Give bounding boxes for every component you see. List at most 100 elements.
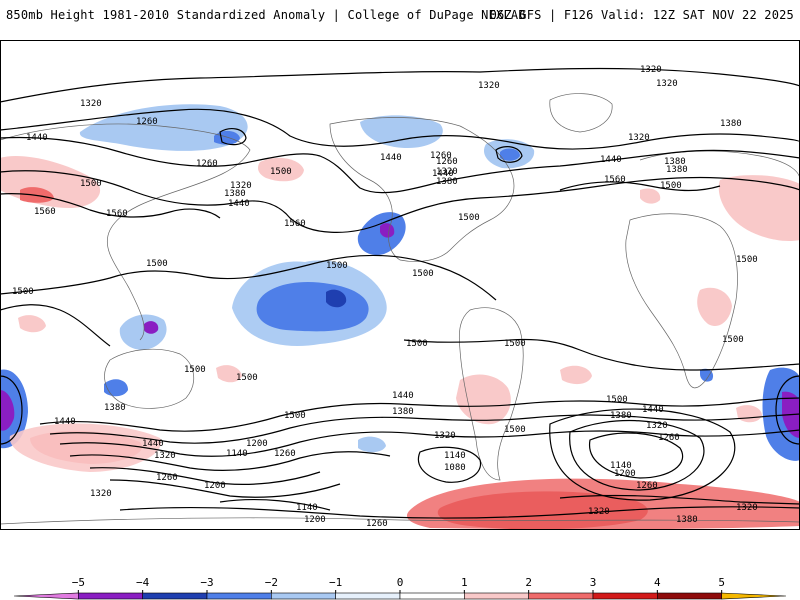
anomaly-shading (0, 104, 800, 530)
contour-label: 1440 (642, 405, 664, 415)
colorbar-ticks: −5 −4 −3 −2 −1 0 1 2 3 4 5 (72, 576, 725, 593)
header-bar: 850mb Height 1981-2010 Standardized Anom… (0, 0, 800, 40)
colorbar-bin (206, 592, 272, 600)
colorbar-bin (657, 592, 722, 600)
run-valid-time: 06Z GFS | F126 Valid: 12Z SAT NOV 22 202… (489, 8, 794, 22)
contour-label: 1320 (154, 451, 176, 461)
neg-anomaly-australia-w (104, 379, 128, 397)
contour-label: 1500 (722, 335, 744, 345)
colorbar-bins (13, 592, 787, 600)
neg-anomaly-s-africa (700, 368, 714, 382)
anomaly-colorbar: −5 −4 −3 −2 −1 0 1 2 3 4 5 (13, 576, 787, 600)
neg-anomaly-pacific-dark (326, 289, 347, 308)
contour-label: 1440 (26, 133, 48, 143)
contour-label: 1380 (666, 165, 688, 175)
contour-1380-far-s (559, 494, 800, 505)
contour-label: 1500 (504, 425, 526, 435)
contour-1200-far-s (219, 498, 331, 511)
contour-label: 1260 (658, 433, 680, 443)
contour-label: 1200 (304, 515, 326, 525)
contour-1500-eq (403, 338, 800, 371)
contour-label: 1380 (610, 411, 632, 421)
pos-anomaly-w-canada (258, 157, 304, 182)
contour-1440-n (0, 136, 800, 194)
contour-label: 1500 (412, 269, 434, 279)
colorbar-bin (399, 592, 465, 600)
colorbar-tick-label: −1 (329, 576, 342, 589)
contour-label: 1260 (136, 117, 158, 127)
colorbar-tick-label: 5 (718, 576, 725, 589)
contour-label: 1380 (720, 119, 742, 129)
contour-label: 1320 (640, 65, 662, 75)
contour-label: 1440 (142, 439, 164, 449)
colorbar-tick-label: 4 (654, 576, 661, 589)
contour-label: 1380 (676, 515, 698, 525)
coast-greenland (549, 93, 613, 133)
colorbar-bin (592, 592, 658, 600)
contour-low-alaska (219, 128, 247, 146)
contour-label: 1500 (236, 373, 258, 383)
contour-label: 1260 (156, 473, 178, 483)
contour-1500-tropics (0, 254, 497, 301)
contour-label: 1440 (228, 199, 250, 209)
contour-1560-natl (559, 181, 721, 192)
pos-anomaly-s-atlantic (560, 365, 592, 385)
contour-1140-low-e (589, 432, 684, 479)
colorbar-bin (528, 592, 594, 600)
coast-australia (104, 348, 194, 409)
contour-label: 1140 (444, 451, 466, 461)
colorbar-tick-label: −4 (136, 576, 150, 589)
neg-anomaly-nepac-core (380, 223, 395, 238)
colorbar-tick-label: −2 (265, 576, 278, 589)
colorbar-tick-label: 0 (397, 576, 404, 589)
contour-label: 1320 (736, 503, 758, 513)
contour-1500-n (0, 170, 800, 233)
contour-label: 1260 (636, 481, 658, 491)
contour-label: 1500 (284, 411, 306, 421)
contour-label: 1260 (430, 151, 452, 161)
colorbar-bin (271, 592, 336, 600)
contour-label: 1560 (106, 209, 128, 219)
colorbar-bin (13, 592, 79, 600)
contour-1380-s (49, 413, 800, 444)
contour-1200-low-e (569, 419, 705, 491)
contour-label: 1500 (606, 395, 628, 405)
colorbar-tick-label: −5 (72, 576, 85, 589)
contour-label: 1140 (296, 503, 318, 513)
contour-low-e-edge (775, 375, 800, 445)
contour-label: 1140 (610, 461, 632, 471)
height-contours (0, 67, 800, 519)
contour-label: 1260 (274, 449, 296, 459)
contour-label: 1500 (80, 179, 102, 189)
contour-label: 1560 (34, 207, 56, 217)
contour-1320-far-s (119, 506, 800, 519)
map-title: 850mb Height 1981-2010 Standardized Anom… (6, 8, 526, 22)
contour-label: 1320 (230, 181, 252, 191)
contour-1500-wpac (0, 304, 111, 347)
contour-label: 1500 (660, 181, 682, 191)
contour-1080-low (417, 446, 482, 483)
contour-label: 1320 (90, 489, 112, 499)
neg-anomaly-indonesia-core (144, 321, 159, 334)
pos-anomaly-n-atlantic (640, 188, 661, 204)
contour-label: 1500 (504, 339, 526, 349)
coast-namerica (329, 117, 515, 262)
coast-antarctica (0, 517, 800, 525)
contour-1200-s (89, 467, 321, 485)
contour-label: 1200 (246, 439, 268, 449)
colorbar-tick-label: −3 (200, 576, 213, 589)
contour-label: 1320 (656, 79, 678, 89)
contour-label: 1380 (664, 157, 686, 167)
contour-low-w-edge (0, 375, 23, 445)
pos-anomaly-w-pacific (216, 365, 242, 383)
contour-label: 1500 (736, 255, 758, 265)
contour-label: 1320 (80, 99, 102, 109)
contour-label: 1560 (284, 219, 306, 229)
contour-1560-n (0, 193, 221, 219)
contour-label: 1320 (628, 133, 650, 143)
contour-label: 1260 (436, 157, 458, 167)
colorbar-bin (335, 592, 401, 600)
contour-label: 1440 (392, 391, 414, 401)
contour-label: 1500 (146, 259, 168, 269)
anomaly-map[interactable]: 1320 1320 1320 1380 1320 1320 1260 1260 … (0, 40, 800, 530)
